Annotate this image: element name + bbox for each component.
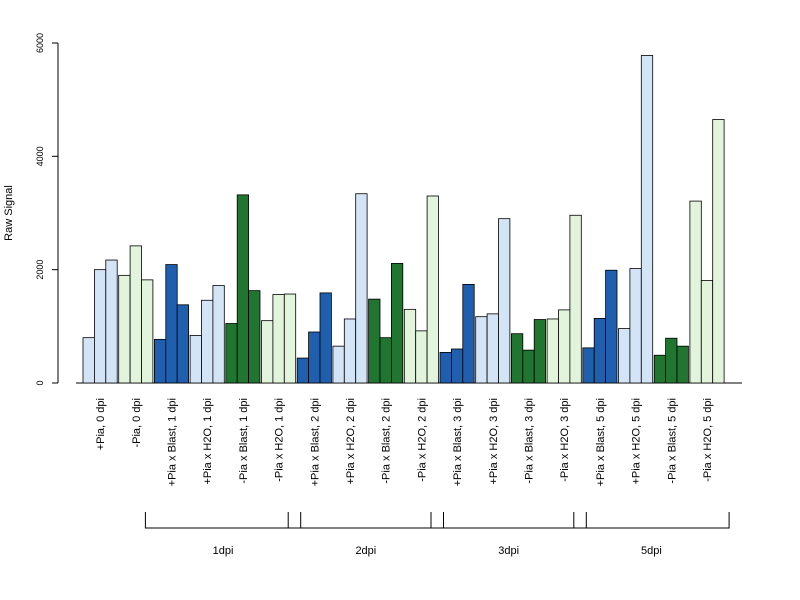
y-tick-label: 6000: [35, 33, 45, 53]
y-axis-title: Raw Signal: [3, 185, 15, 241]
x-tick-label: -Pia x H2O, 5 dpi: [702, 398, 714, 482]
group-label: 3dpi: [498, 545, 519, 557]
bar: [629, 268, 642, 384]
bar: [283, 293, 297, 384]
bar: [712, 119, 725, 384]
bar: [129, 245, 142, 384]
bar: [212, 285, 225, 384]
bars: [82, 55, 725, 384]
y-tick-label: 0: [35, 380, 45, 385]
x-tick-label: -Pia x Blast, 5 dpi: [666, 398, 678, 484]
bar: [689, 200, 702, 384]
bar: [343, 318, 357, 384]
bar: [450, 348, 464, 384]
bar: [261, 320, 274, 384]
bar: [296, 357, 310, 384]
bar: [546, 318, 559, 384]
bar: [201, 299, 214, 384]
x-tick-label: -Pia, 0 dpi: [131, 398, 143, 448]
bar: [236, 194, 249, 384]
bar: [640, 55, 654, 384]
bar: [533, 319, 547, 384]
x-tick-label: -Pia x H2O, 3 dpi: [559, 398, 571, 482]
bar: [593, 317, 607, 384]
group-label: 1dpi: [213, 545, 234, 557]
bar: [390, 263, 404, 384]
bar: [141, 279, 154, 384]
bar: [665, 337, 678, 384]
bar: [618, 328, 631, 384]
bar: [510, 333, 524, 384]
bar: [153, 338, 167, 384]
x-tick-label: -Pia x H2O, 1 dpi: [274, 398, 286, 482]
bar: [319, 292, 332, 384]
bar: [105, 259, 118, 384]
bar: [522, 349, 535, 384]
x-tick-label: +Pia x H2O, 5 dpi: [631, 398, 643, 485]
bar: [426, 195, 439, 384]
bar: [676, 345, 689, 384]
y-tick-label: 2000: [35, 260, 45, 280]
group-brackets: 1dpi 2dpi 3dpi 5dpi: [144, 512, 730, 557]
group-bracket: [144, 512, 302, 529]
x-tick-label: +Pia x H2O, 2 dpi: [345, 398, 357, 485]
bar: [653, 354, 667, 384]
group-bracket: [287, 512, 444, 529]
x-tick-label: +Pia x Blast, 2 dpi: [309, 398, 321, 486]
group-label: 5dpi: [641, 545, 662, 557]
bar: [498, 218, 511, 384]
x-tick-label: +Pia, 0 dpi: [95, 398, 107, 450]
bar: [569, 214, 582, 384]
bar: [475, 316, 488, 384]
x-tick-label: +Pia x H2O, 1 dpi: [202, 398, 214, 485]
bar: [486, 313, 499, 384]
group-bracket: [573, 512, 730, 529]
bar: [403, 308, 417, 384]
bar: [225, 323, 238, 384]
x-tick-label: +Pia x Blast, 5 dpi: [595, 398, 607, 486]
bar: [189, 334, 202, 384]
bar: [355, 193, 368, 384]
bar: [248, 290, 261, 384]
bar: [605, 269, 618, 384]
group-label: 2dpi: [355, 545, 376, 557]
bar: [439, 351, 452, 384]
category-labels: +Pia, 0 dpi -Pia, 0 dpi +Pia x Blast, 1 dp…: [95, 398, 714, 486]
bar: [415, 330, 428, 384]
bar: [82, 337, 95, 384]
x-tick-label: -Pia x Blast, 3 dpi: [524, 398, 536, 484]
group-bracket: [430, 512, 587, 529]
bar: [118, 274, 131, 384]
bar: [94, 269, 107, 384]
bar: [332, 345, 345, 384]
bar: [368, 298, 381, 384]
bar: [700, 280, 714, 384]
x-tick-label: -Pia x H2O, 2 dpi: [416, 398, 428, 482]
y-tick-label: 4000: [35, 146, 45, 166]
bar: [582, 347, 595, 384]
x-tick-label: +Pia x Blast, 1 dpi: [167, 398, 179, 486]
bar: [176, 304, 189, 384]
bar: [165, 264, 178, 384]
x-tick-label: +Pia x Blast, 3 dpi: [452, 398, 464, 486]
bar: [272, 294, 285, 384]
bar: [308, 331, 321, 384]
bar: [558, 309, 571, 384]
bar: [462, 283, 475, 384]
x-tick-label: +Pia x H2O, 3 dpi: [488, 398, 500, 485]
x-tick-label: -Pia x Blast, 1 dpi: [238, 398, 250, 484]
bar: [379, 337, 392, 384]
x-tick-label: -Pia x Blast, 2 dpi: [381, 398, 393, 484]
